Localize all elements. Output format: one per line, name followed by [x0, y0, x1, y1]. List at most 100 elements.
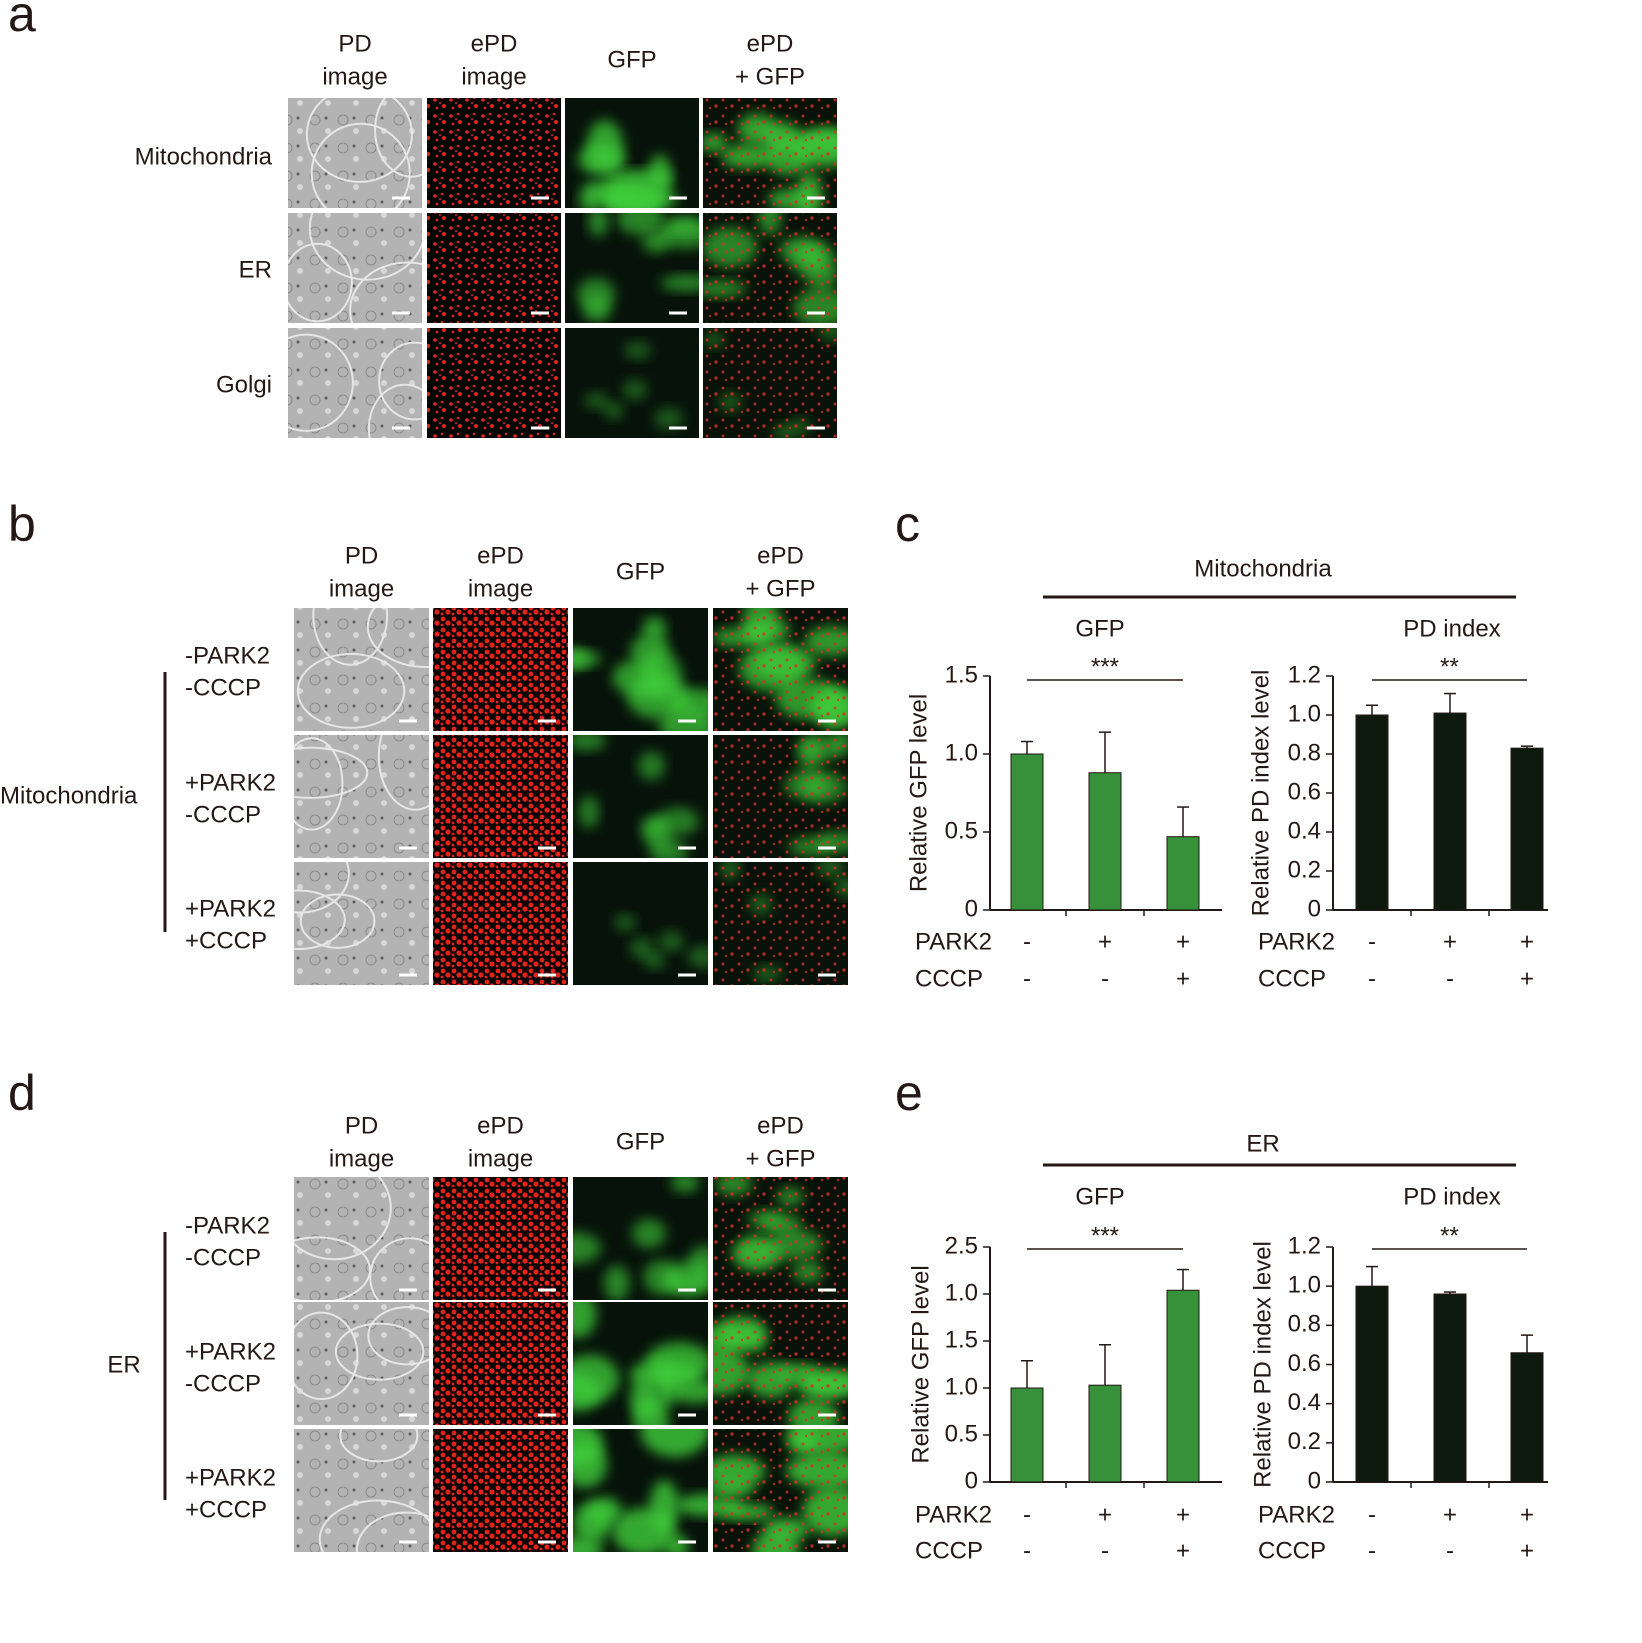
micrograph-content — [713, 1177, 848, 1300]
y-tick-label: 2.5 — [945, 1232, 978, 1259]
bar — [1433, 1293, 1467, 1483]
micrograph — [288, 98, 422, 208]
gfp-signal — [658, 931, 684, 952]
condition-value: - — [1446, 1537, 1454, 1564]
micrograph — [433, 1177, 568, 1300]
gfp-signal — [630, 1374, 661, 1421]
cell-outline — [294, 746, 369, 799]
column-header: GFP — [616, 558, 665, 585]
group-title: Mitochondria — [1194, 555, 1332, 582]
gfp-signal — [579, 183, 603, 208]
micrograph — [288, 328, 422, 438]
micrograph-content — [713, 608, 848, 731]
y-tick-label: 1.5 — [945, 661, 978, 688]
micrograph-content — [294, 735, 429, 858]
gfp-signal — [573, 1232, 601, 1264]
micrograph — [565, 98, 699, 208]
gfp-signal — [687, 945, 708, 968]
micrograph — [433, 608, 568, 731]
micrograph-content — [427, 98, 561, 208]
micrograph-content — [573, 1177, 708, 1300]
gfp-signal — [603, 401, 624, 420]
row-label: -CCCP — [185, 1244, 261, 1271]
gfp-signal — [605, 169, 674, 188]
condition-value: - — [1368, 1501, 1376, 1528]
y-tick-label: 0.5 — [945, 817, 978, 844]
y-axis-label: Relative GFP level — [905, 694, 932, 892]
micrograph — [703, 213, 837, 323]
micrograph — [288, 213, 422, 323]
cell-outline — [378, 341, 422, 421]
column-header: GFP — [607, 46, 656, 73]
condition-value: + — [1176, 928, 1190, 955]
micrograph-content — [713, 735, 848, 858]
y-axis-label: Relative PD index level — [1249, 1241, 1276, 1488]
micrograph — [294, 608, 429, 731]
micrograph-content — [573, 608, 708, 731]
row-label: -CCCP — [185, 801, 261, 828]
y-axis-label: Relative GFP level — [907, 1265, 934, 1463]
micrograph — [565, 213, 699, 323]
micrograph — [294, 1177, 429, 1300]
gfp-base — [573, 735, 708, 858]
gfp-signal — [630, 634, 671, 667]
y-tick-label: 1.0 — [945, 1373, 978, 1400]
micrograph — [427, 328, 561, 438]
significance-label: *** — [1091, 1222, 1119, 1249]
column-header: + GFP — [745, 575, 815, 602]
gfp-signal — [573, 1502, 612, 1543]
condition-name: CCCP — [1258, 1537, 1326, 1564]
column-header: ePD — [471, 30, 518, 57]
gfp-signal — [670, 1177, 700, 1193]
condition-value: - — [1368, 928, 1376, 955]
gfp-signal — [603, 1265, 630, 1300]
epd-image — [433, 1302, 568, 1425]
y-tick-label: 0.2 — [1288, 856, 1321, 883]
micrograph — [433, 1429, 568, 1552]
micrograph — [713, 862, 848, 985]
condition-value: - — [1446, 965, 1454, 992]
micrograph — [433, 862, 568, 985]
y-tick-label: 1.2 — [1288, 1232, 1321, 1259]
gfp-signal — [688, 1245, 708, 1279]
y-tick-label: 0.5 — [945, 1420, 978, 1447]
gfp-signal — [640, 1429, 708, 1457]
column-header: image — [468, 1145, 533, 1172]
row-label: +PARK2 — [185, 1338, 276, 1365]
condition-value: - — [1368, 1537, 1376, 1564]
cell-outline — [299, 893, 376, 949]
panel-label: e — [895, 1065, 923, 1121]
gfp-signal — [654, 407, 683, 430]
bar — [1010, 753, 1044, 911]
y-tick-label: 1.0 — [1288, 700, 1321, 727]
panel-label: a — [8, 0, 36, 42]
bar — [1355, 1285, 1389, 1483]
condition-value: + — [1176, 965, 1190, 992]
row-label: -PARK2 — [185, 1212, 270, 1239]
condition-value: - — [1368, 965, 1376, 992]
row-label: +CCCP — [185, 1496, 267, 1523]
micrograph-content — [433, 862, 568, 985]
pd-image — [294, 608, 429, 731]
column-header: ePD — [477, 542, 524, 569]
cell-outline — [377, 735, 429, 811]
micrograph — [427, 213, 561, 323]
row-label: ER — [239, 256, 272, 283]
cell-outline — [349, 261, 422, 323]
gfp-signal — [584, 392, 609, 409]
micrograph-content — [433, 1177, 568, 1300]
gfp-signal — [622, 379, 648, 401]
gfp-signal — [614, 914, 636, 932]
bar — [1088, 1384, 1122, 1483]
epd-image — [433, 608, 568, 731]
epd-image — [427, 98, 561, 208]
micrograph-content — [288, 328, 422, 438]
epd-overlay — [713, 1429, 848, 1552]
condition-value: - — [1101, 1537, 1109, 1564]
row-label: -PARK2 — [185, 642, 270, 669]
bar — [1433, 712, 1467, 911]
micrograph — [703, 98, 837, 208]
cell-outline — [374, 98, 422, 178]
micrograph-content — [294, 862, 429, 985]
micrograph-content — [573, 735, 708, 858]
